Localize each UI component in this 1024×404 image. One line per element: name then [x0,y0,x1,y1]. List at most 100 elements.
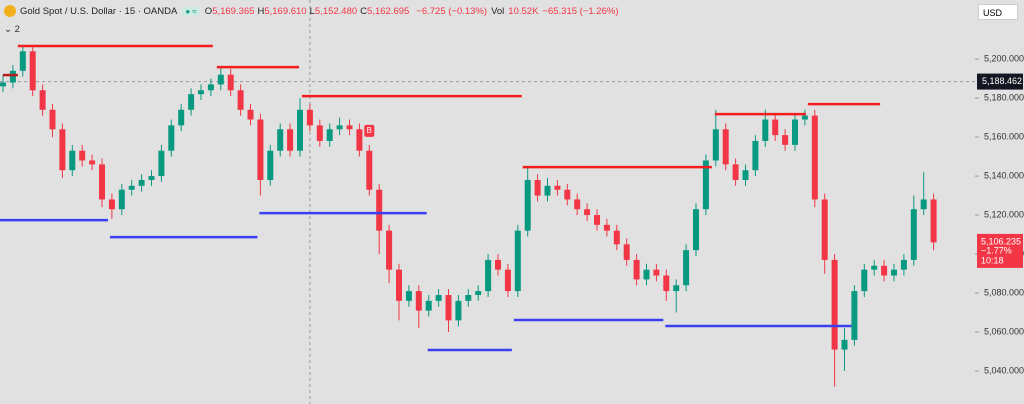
candle-body [851,291,858,340]
vol-label: Vol [491,5,505,17]
candle-body [277,129,284,151]
legend-header: Gold Spot / U.S. Dollar · 15 · OANDA ● ≈… [4,5,618,17]
candle-body [772,119,779,136]
candle-body [99,164,105,200]
candle-body [544,185,551,196]
indicators-toggle[interactable]: ⌄ 2 [4,24,20,35]
y-tick-label: 5,040.000 [984,365,1024,375]
candle-body [821,199,828,260]
candle-body [465,295,472,301]
status: ● ≈ [181,6,201,16]
candle-body [148,176,155,180]
candle-body [594,215,600,225]
candle-body [732,164,739,180]
candle-body [346,125,353,130]
candle-body [455,300,462,321]
candle-body [504,269,511,292]
candle-body [89,160,96,165]
candle-body [59,129,66,171]
candle-body [792,119,798,145]
candle-body [39,90,46,110]
candle-body [653,269,660,276]
candle-body [603,224,610,231]
change: −6.725 (−0.13%) [416,5,488,17]
candle-body [702,160,709,210]
candle-body [722,129,729,165]
candle-body [742,170,749,180]
crosshair-label-bg [977,73,1023,90]
candle-body [891,269,897,276]
candle-body [673,285,680,292]
candle-body [693,209,699,251]
candle-body [534,179,541,196]
crosshair-label: 5,188.462 [982,76,1022,86]
candle-body [881,265,888,276]
indicator-count: 2 [14,24,20,35]
candle-body [376,189,383,231]
y-tick-label: 5,080.000 [984,287,1024,297]
candle-body [495,259,501,270]
ohlc-label: H [257,5,265,17]
ohlc-label: L [309,5,315,17]
candle-body [128,185,135,190]
candle-body [435,295,442,301]
candle-body [514,230,521,292]
y-tick-label: 5,200.000 [984,53,1024,63]
candle-body [267,150,274,180]
candle-body [108,199,115,210]
candle-body [841,339,848,350]
last-price-change: −1.77% [981,245,1012,255]
candle-body [405,291,412,301]
ohlc-label: C [360,5,368,17]
candle-body [475,291,482,296]
candle-body [356,129,363,151]
candle-body [0,82,6,87]
ohlc-value: 5,162.695 [367,5,410,17]
y-tick-label: 5,060.000 [984,326,1024,336]
candle-body [564,189,571,200]
candle-body [415,291,422,311]
candle-body [683,250,690,286]
last-price-countdown: 10:18 [981,255,1004,265]
candle-body [257,119,264,180]
candle-body [485,259,492,292]
marker-text: B [367,126,372,135]
candle-body [227,74,234,91]
ohlc-label: O [204,5,213,17]
candle-body [287,129,294,151]
candle-body [623,244,630,260]
candle-body [920,199,927,210]
candle-body [386,230,393,270]
candle-body [930,199,937,243]
candle-body [217,74,224,85]
last-price-bg [977,233,1023,268]
candle-body [762,119,769,141]
candle-body [425,300,432,311]
candle-body [237,90,244,110]
candle-body [831,259,838,350]
candle-body [900,259,907,270]
candle-body [445,295,452,321]
candle-body [306,109,313,126]
candle-body [871,265,878,270]
candle-body [633,259,640,280]
candle-body [584,209,591,216]
ohlc-value: 5,152.480 [314,5,358,17]
currency-select[interactable]: USD [978,4,1018,20]
candle-body [19,51,26,71]
candle-body [49,109,56,130]
candle-body [554,185,561,190]
candle-body [79,150,86,161]
y-tick-label: 5,120.000 [984,209,1024,219]
candle-body [782,135,789,145]
ohlc-value: 5,169.610 [264,5,307,17]
symbol[interactable]: Gold Spot / U.S. Dollar · 15 · OANDA [20,5,178,17]
candle-body [643,269,650,280]
y-tick-label: 5,140.000 [984,170,1024,180]
candle-body [69,150,76,171]
candle-body [574,199,581,210]
candle-body [712,129,719,161]
y-tick-label: 5,180.000 [984,92,1024,102]
candle-body [9,70,16,83]
